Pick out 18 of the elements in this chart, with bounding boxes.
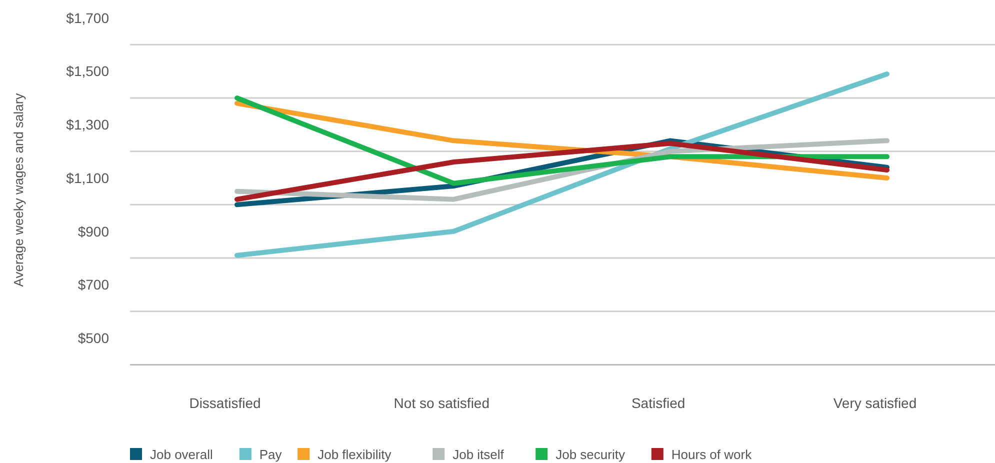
y-tick-label: $1,300 <box>66 116 110 133</box>
legend-label: Pay <box>259 447 282 462</box>
legend-label: Hours of work <box>671 447 752 462</box>
x-tick-label: Dissatisfied <box>189 395 261 411</box>
y-tick-label: $500 <box>78 330 110 346</box>
legend-label: Job overall <box>150 447 213 462</box>
legend-label: Job itself <box>452 447 504 462</box>
y-tick-label: $900 <box>78 223 110 240</box>
y-tick-label: $1,700 <box>66 10 110 26</box>
y-axis-title: Average weeky wages and salary <box>11 92 26 287</box>
y-tick-label: $1,500 <box>66 63 110 80</box>
legend-label: Job security <box>556 447 626 462</box>
x-tick-label: Satisfied <box>631 395 686 411</box>
legend-label: Job flexibility <box>318 447 392 462</box>
y-tick-label: $700 <box>78 276 110 293</box>
y-tick-label: $1,100 <box>66 170 110 186</box>
x-tick-label: Very satisfied <box>833 395 917 411</box>
x-tick-label: Not so satisfied <box>394 395 490 411</box>
